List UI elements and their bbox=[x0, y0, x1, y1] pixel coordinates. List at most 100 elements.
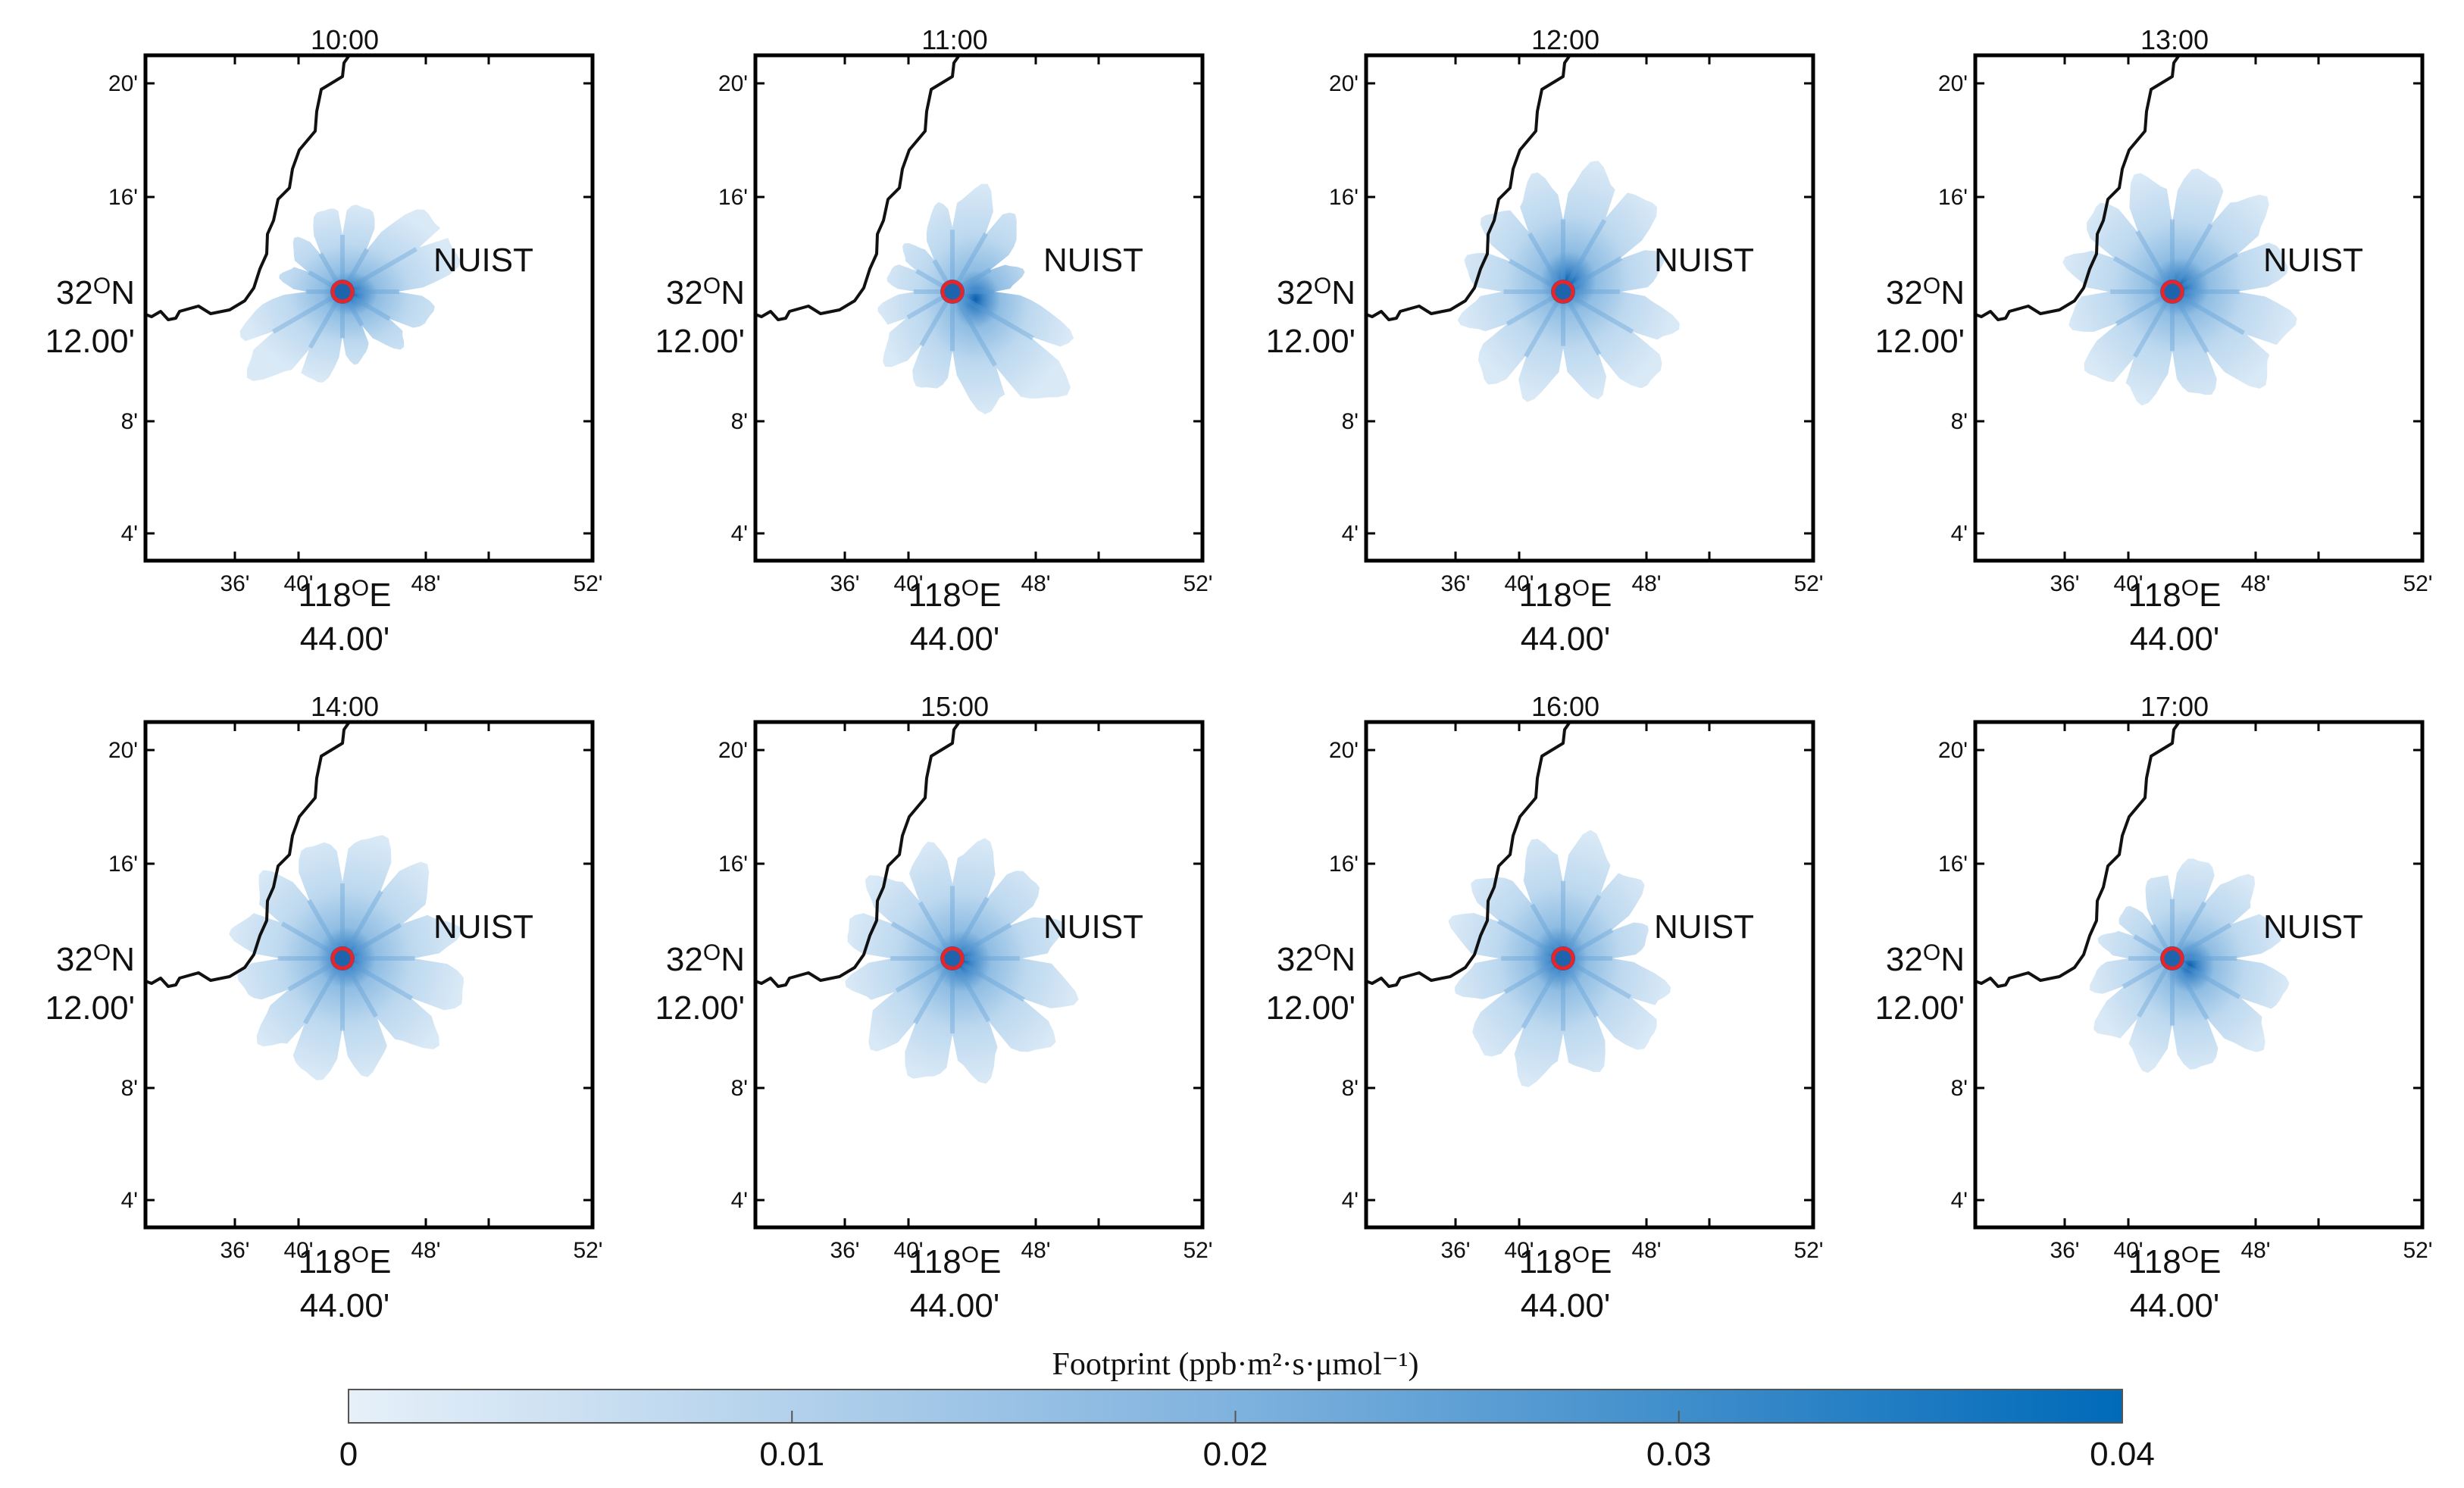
y-tick-label: 4' bbox=[121, 521, 138, 546]
site-label: NUIST bbox=[1043, 242, 1143, 279]
panel-frame bbox=[1364, 53, 1815, 563]
footprint-ray bbox=[341, 247, 418, 294]
x-tick-label: 52' bbox=[573, 1238, 602, 1263]
y-tick-label: 16' bbox=[718, 185, 748, 210]
site-label: NUIST bbox=[1043, 908, 1143, 946]
panel-title: 16:00 bbox=[1531, 691, 1599, 722]
footprint-ray bbox=[1561, 218, 1607, 293]
lon-center-label: 118OE bbox=[2128, 1243, 2222, 1280]
colorbar-tick-label: 0.04 bbox=[2090, 1436, 2155, 1473]
river-line bbox=[1365, 721, 1571, 988]
lon-center-minutes: 44.00' bbox=[300, 1287, 390, 1324]
panel-1500: NUIST 15:00 36' 40' 48' 52' 20' 16' 8' 4' 118OE 44.… bbox=[655, 691, 1212, 1324]
x-tick-label: 52' bbox=[1183, 1238, 1212, 1263]
y-tick-label: 4' bbox=[731, 521, 748, 546]
lon-center-minutes: 44.00' bbox=[2130, 621, 2220, 658]
x-tick-label: 36' bbox=[1440, 1238, 1470, 1263]
footprint-ray bbox=[2170, 223, 2213, 293]
panel-grid: NUIST 10:00 36' 40' 48' 52' 20' 16' 8' 4' 118OE 44.… bbox=[45, 24, 2432, 1324]
lat-center-label: 32ON bbox=[1886, 274, 1965, 311]
panel-1200: NUIST 12:00 36' 40' 48' 52' 20' 16' 8' 4' 118OE 44.… bbox=[1265, 24, 1823, 658]
y-tick-label: 20' bbox=[1938, 71, 1968, 96]
x-tick-label: 40' bbox=[283, 571, 313, 596]
x-tick-label: 52' bbox=[2403, 1238, 2432, 1263]
y-tick-label: 16' bbox=[1938, 852, 1968, 877]
x-tick-label: 40' bbox=[893, 571, 923, 596]
colorbar-tick-label: 0.01 bbox=[759, 1436, 824, 1473]
footprint-ray bbox=[951, 289, 1034, 340]
x-tick-label: 36' bbox=[220, 571, 249, 596]
lat-center-minutes: 12.00' bbox=[1265, 323, 1356, 360]
panel-1600: NUIST 16:00 36' 40' 48' 52' 20' 16' 8' 4' 118OE 44.… bbox=[1265, 691, 1823, 1324]
y-tick-label: 4' bbox=[731, 1188, 748, 1213]
lon-center-label: 118OE bbox=[299, 1243, 392, 1280]
y-tick-label: 20' bbox=[1938, 738, 1968, 763]
footprint-ray bbox=[1496, 919, 1565, 961]
lon-center-label: 118OE bbox=[908, 576, 1002, 614]
footprint-ray bbox=[1562, 289, 1634, 334]
river-line bbox=[754, 54, 961, 321]
site-marker bbox=[1551, 280, 1575, 304]
footprint-ray bbox=[2171, 289, 2246, 336]
x-tick-label: 48' bbox=[1631, 571, 1661, 596]
panel-title: 17:00 bbox=[2140, 691, 2209, 722]
colorbar-tick-label: 0.03 bbox=[1646, 1436, 1712, 1473]
site-label: NUIST bbox=[1654, 908, 1754, 946]
lat-center-minutes: 12.00' bbox=[655, 989, 745, 1027]
x-tick-label: 52' bbox=[1793, 571, 1823, 596]
site-marker bbox=[2160, 946, 2184, 971]
y-tick-label: 20' bbox=[108, 71, 138, 96]
river-line bbox=[144, 54, 351, 321]
x-tick-label: 40' bbox=[1504, 1238, 1534, 1263]
footprint-ray bbox=[1521, 957, 1565, 1030]
x-tick-label: 48' bbox=[411, 1238, 440, 1263]
x-tick-label: 40' bbox=[2113, 571, 2143, 596]
site-marker bbox=[330, 946, 355, 971]
river-line bbox=[1974, 721, 2181, 988]
x-tick-label: 36' bbox=[830, 1238, 859, 1263]
footprint-ray bbox=[1562, 956, 1632, 999]
x-tick-label: 36' bbox=[830, 571, 859, 596]
panel-1700: NUIST 17:00 36' 40' 48' 52' 20' 16' 8' 4' 118OE 44.… bbox=[1875, 691, 2432, 1324]
panel-frame bbox=[143, 53, 595, 563]
footprint-plume bbox=[2090, 858, 2290, 1074]
x-tick-label: 52' bbox=[2403, 571, 2432, 596]
y-tick-label: 8' bbox=[1951, 1076, 1968, 1101]
panel-title: 15:00 bbox=[921, 691, 989, 722]
site-marker bbox=[940, 946, 965, 971]
y-tick-label: 16' bbox=[1329, 185, 1359, 210]
y-tick-label: 4' bbox=[1342, 1188, 1359, 1213]
footprint-ray bbox=[2171, 956, 2241, 999]
panel-title: 11:00 bbox=[921, 24, 987, 55]
lon-center-minutes: 44.00' bbox=[910, 1287, 1000, 1324]
lat-center-label: 32ON bbox=[1886, 940, 1965, 978]
x-tick-label: 40' bbox=[1504, 571, 1534, 596]
x-tick-label: 36' bbox=[2050, 1238, 2079, 1263]
site-marker bbox=[2160, 280, 2184, 304]
site-marker bbox=[1551, 946, 1575, 971]
lon-center-minutes: 44.00' bbox=[1521, 621, 1611, 658]
y-tick-label: 16' bbox=[108, 185, 138, 210]
y-tick-label: 20' bbox=[1329, 738, 1359, 763]
lon-center-label: 118OE bbox=[908, 1243, 1002, 1280]
footprint-ray bbox=[303, 957, 345, 1025]
colorbar-title: Footprint (ppb·m²·s·μmol⁻¹) bbox=[1052, 1347, 1418, 1382]
site-label: NUIST bbox=[433, 242, 533, 279]
y-tick-label: 20' bbox=[1329, 71, 1359, 96]
lon-center-label: 118OE bbox=[2128, 576, 2222, 614]
footprint-ray bbox=[271, 289, 344, 334]
lat-center-label: 32ON bbox=[1277, 940, 1356, 978]
x-tick-label: 52' bbox=[1183, 571, 1212, 596]
lat-center-minutes: 12.00' bbox=[45, 989, 135, 1027]
y-tick-label: 16' bbox=[1938, 185, 1968, 210]
lat-center-label: 32ON bbox=[56, 274, 135, 311]
site-label: NUIST bbox=[433, 908, 533, 946]
lon-center-minutes: 44.00' bbox=[910, 621, 1000, 658]
x-tick-label: 48' bbox=[2240, 571, 2270, 596]
lat-center-label: 32ON bbox=[56, 940, 135, 978]
y-tick-label: 8' bbox=[731, 409, 748, 434]
river-line bbox=[1365, 54, 1571, 321]
y-tick-label: 8' bbox=[121, 1076, 138, 1101]
lat-center-label: 32ON bbox=[1277, 274, 1356, 311]
